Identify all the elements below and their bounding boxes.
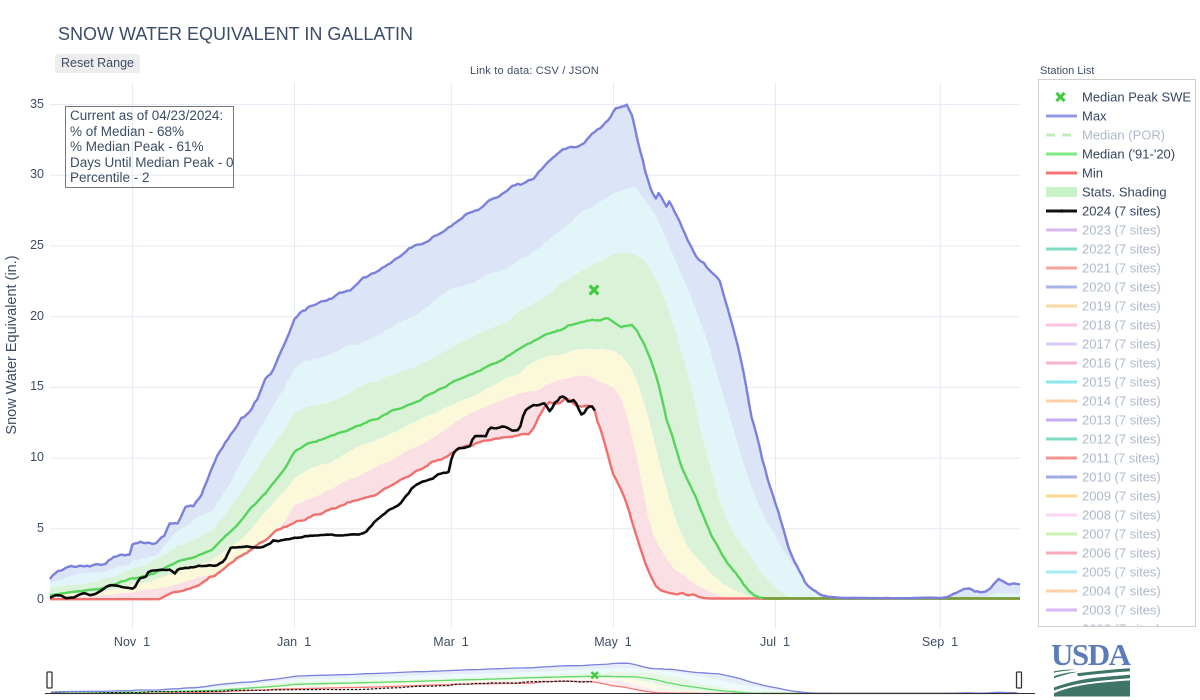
svg-text:2021 (7 sites): 2021 (7 sites) <box>1082 261 1161 276</box>
svg-text:2013 (7 sites): 2013 (7 sites) <box>1082 413 1161 428</box>
svg-text:2023 (7 sites): 2023 (7 sites) <box>1082 223 1161 238</box>
svg-text:2005 (7 sites): 2005 (7 sites) <box>1082 565 1161 580</box>
svg-text:2018 (7 sites): 2018 (7 sites) <box>1082 318 1161 333</box>
svg-text:2022 (7 sites): 2022 (7 sites) <box>1082 242 1161 257</box>
svg-text:2010 (7 sites): 2010 (7 sites) <box>1082 470 1161 485</box>
svg-text:2014 (7 sites): 2014 (7 sites) <box>1082 394 1161 409</box>
svg-text:2015 (7 sites): 2015 (7 sites) <box>1082 375 1161 390</box>
svg-text:2002 (7 sites): 2002 (7 sites) <box>1082 622 1161 628</box>
svg-text:2016 (7 sites): 2016 (7 sites) <box>1082 356 1161 371</box>
svg-text:2003 (7 sites): 2003 (7 sites) <box>1082 603 1161 618</box>
svg-text:2012 (7 sites): 2012 (7 sites) <box>1082 432 1161 447</box>
svg-text:2009 (7 sites): 2009 (7 sites) <box>1082 489 1161 504</box>
svg-text:2007 (7 sites): 2007 (7 sites) <box>1082 527 1161 542</box>
svg-text:Max: Max <box>1082 109 1107 124</box>
svg-text:Stats. Shading: Stats. Shading <box>1082 185 1167 200</box>
svg-text:USDA: USDA <box>1051 637 1132 672</box>
svg-text:Median ('91-'20): Median ('91-'20) <box>1082 147 1175 162</box>
svg-text:Median Peak SWE: Median Peak SWE <box>1082 90 1191 105</box>
svg-text:2017 (7 sites): 2017 (7 sites) <box>1082 337 1161 352</box>
svg-text:Median (POR): Median (POR) <box>1082 128 1165 143</box>
svg-text:2011 (7 sites): 2011 (7 sites) <box>1082 451 1160 466</box>
svg-text:2004 (7 sites): 2004 (7 sites) <box>1082 584 1161 599</box>
svg-text:2024 (7 sites): 2024 (7 sites) <box>1082 204 1161 219</box>
svg-text:2020 (7 sites): 2020 (7 sites) <box>1082 280 1161 295</box>
svg-text:2008 (7 sites): 2008 (7 sites) <box>1082 508 1161 523</box>
svg-text:2019 (7 sites): 2019 (7 sites) <box>1082 299 1161 314</box>
svg-text:2006 (7 sites): 2006 (7 sites) <box>1082 546 1161 561</box>
svg-text:Min: Min <box>1082 166 1103 181</box>
